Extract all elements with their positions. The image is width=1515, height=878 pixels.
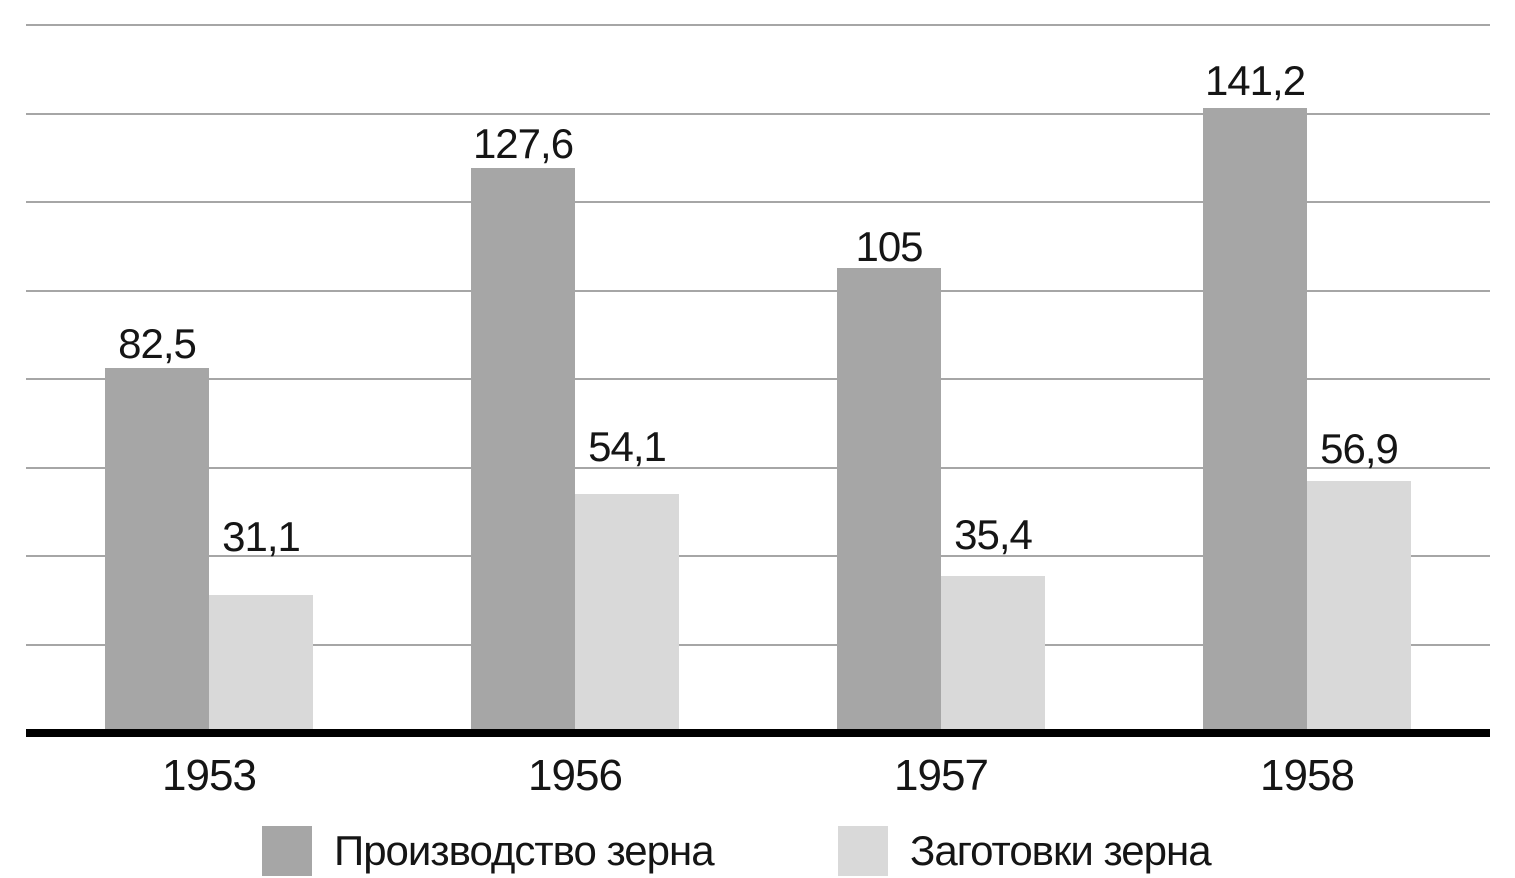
bar-procurement-1953: 31,1 xyxy=(209,516,313,733)
legend-swatch-production xyxy=(262,826,312,876)
bar-procurement-1957: 35,4 xyxy=(941,514,1045,733)
legend-swatch-procurement xyxy=(838,826,888,876)
value-label-production-1953: 82,5 xyxy=(118,319,197,367)
bar-group-1958: 141,2 56,9 xyxy=(1124,25,1490,733)
value-label-procurement-1957: 35,4 xyxy=(954,511,1033,559)
x-axis-line xyxy=(26,729,1490,737)
value-label-procurement-1956: 54,1 xyxy=(588,422,667,470)
bar-production-1956: 127,6 xyxy=(471,123,575,733)
x-axis: 1953 1956 1957 1958 xyxy=(26,750,1490,806)
gridline xyxy=(26,555,1490,557)
bar-procurement-1956: 54,1 xyxy=(575,425,679,733)
value-label-production-1957: 105 xyxy=(855,223,923,271)
gridline xyxy=(26,643,1490,646)
value-label-procurement-1953: 31,1 xyxy=(222,513,301,561)
gridline xyxy=(26,289,1490,292)
gridline xyxy=(26,378,1490,380)
x-axis-label-1953: 1953 xyxy=(162,751,257,800)
bar-group-1956: 127,6 54,1 xyxy=(392,25,758,733)
value-label-production-1956: 127,6 xyxy=(472,120,574,168)
bar-group-1957: 105 35,4 xyxy=(758,25,1124,733)
value-label-production-1958: 141,2 xyxy=(1204,57,1306,105)
bar-production-1958: 141,2 xyxy=(1203,60,1307,733)
x-axis-label-1958: 1958 xyxy=(1260,751,1355,800)
gridline xyxy=(26,201,1490,203)
bar-production-1953: 82,5 xyxy=(105,322,209,733)
legend-label-production: Производство зерна xyxy=(334,827,715,874)
x-axis-label-1957: 1957 xyxy=(894,751,989,800)
gridline xyxy=(26,466,1490,469)
legend-label-procurement: Заготовки зерна xyxy=(910,827,1212,874)
bar-production-1957: 105 xyxy=(837,226,941,733)
legend-item-procurement: Заготовки зерна xyxy=(838,826,1212,876)
plot-area: 82,5 31,1 127,6 54,1 105 35,4 141,2 56,9 xyxy=(26,24,1490,733)
bar-group-1953: 82,5 31,1 xyxy=(26,25,392,733)
gridline xyxy=(26,24,1490,26)
bar-procurement-1958: 56,9 xyxy=(1307,428,1411,733)
value-label-procurement-1958: 56,9 xyxy=(1320,425,1399,473)
legend-item-production: Производство зерна xyxy=(262,826,715,876)
gridline xyxy=(26,112,1490,115)
x-axis-label-1956: 1956 xyxy=(528,751,623,800)
